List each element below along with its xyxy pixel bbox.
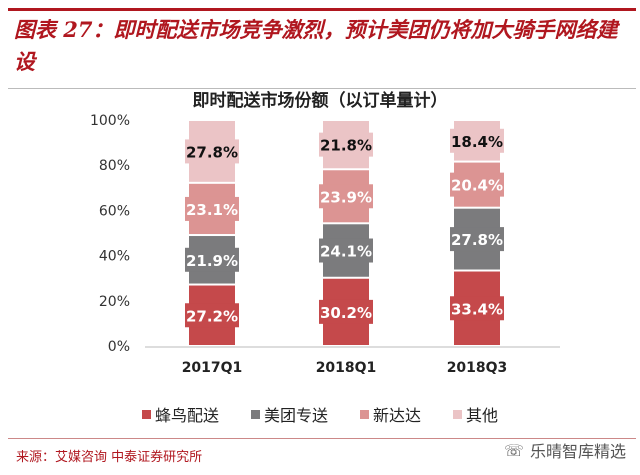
y-tick-label: 40% (99, 249, 130, 265)
data-label-box (450, 128, 504, 153)
x-tick-label: 2018Q3 (447, 360, 508, 376)
data-label-box (319, 184, 373, 209)
data-label: 21.8% (320, 137, 372, 155)
source-note: 来源：艾媒咨询 中泰证券研究所 (16, 450, 203, 465)
x-tick-label: 2017Q1 (182, 360, 243, 376)
chart-title: 即时配送市场份额（以订单量计） (192, 91, 448, 111)
legend-label: 其他 (466, 406, 499, 425)
legend-item: 美团专送 (250, 402, 328, 426)
data-label: 18.4% (451, 133, 503, 151)
data-label: 23.9% (320, 188, 372, 206)
data-label: 27.8% (186, 143, 238, 161)
data-label: 30.2% (320, 304, 372, 322)
x-tick-label: 2018Q1 (316, 360, 377, 376)
stacked-bar-chart: 0% 20% 40% 60% 80% 100% 27.2% 21.9% 23.1% 27.8% 20… (90, 113, 560, 376)
legend: 蜂鸟配送 美团专送 新达达 其他 (0, 402, 640, 426)
data-label: 24.1% (320, 243, 372, 261)
wechat-icon: ☏ (503, 440, 524, 460)
data-label: 23.1% (186, 201, 238, 219)
y-tick-label: 80% (99, 158, 130, 174)
y-tick-label: 100% (90, 113, 130, 129)
data-label: 33.4% (451, 300, 503, 318)
data-label-box (185, 196, 239, 221)
watermark: ☏ 乐晴智库精选 (504, 438, 626, 462)
data-label: 21.9% (186, 252, 238, 270)
legend-label: 新达达 (373, 406, 422, 425)
legend-item: 其他 (453, 402, 498, 426)
data-label-box (185, 139, 239, 164)
watermark-text: 乐晴智库精选 (529, 442, 626, 461)
data-label-box (450, 172, 504, 197)
footer-divider (8, 438, 636, 439)
legend-swatch (360, 409, 369, 419)
y-tick-label: 60% (99, 203, 130, 219)
data-label-box (319, 132, 373, 157)
figure-title: 图表 27：即时配送市场竞争激烈，预计美团仍将加大骑手网络建设 (14, 17, 618, 74)
data-label-box (450, 296, 504, 321)
data-label-box (319, 299, 373, 324)
data-label: 27.8% (451, 231, 503, 249)
data-label-box (319, 238, 373, 263)
legend-item: 新达达 (360, 402, 421, 426)
data-label-box (450, 227, 504, 252)
legend-label: 美团专送 (263, 406, 328, 425)
y-tick-label: 20% (99, 294, 130, 310)
legend-swatch (141, 409, 151, 419)
legend-item: 蜂鸟配送 (141, 402, 219, 426)
legend-swatch (453, 409, 463, 419)
legend-swatch (250, 409, 260, 419)
data-label: 27.2% (186, 307, 238, 325)
legend-label: 蜂鸟配送 (154, 406, 219, 425)
top-rule (8, 8, 636, 11)
title-divider (8, 88, 636, 89)
data-label-box (185, 303, 239, 328)
y-tick-label: 0% (108, 339, 130, 355)
data-label: 20.4% (451, 177, 503, 195)
data-label-box (185, 247, 239, 272)
